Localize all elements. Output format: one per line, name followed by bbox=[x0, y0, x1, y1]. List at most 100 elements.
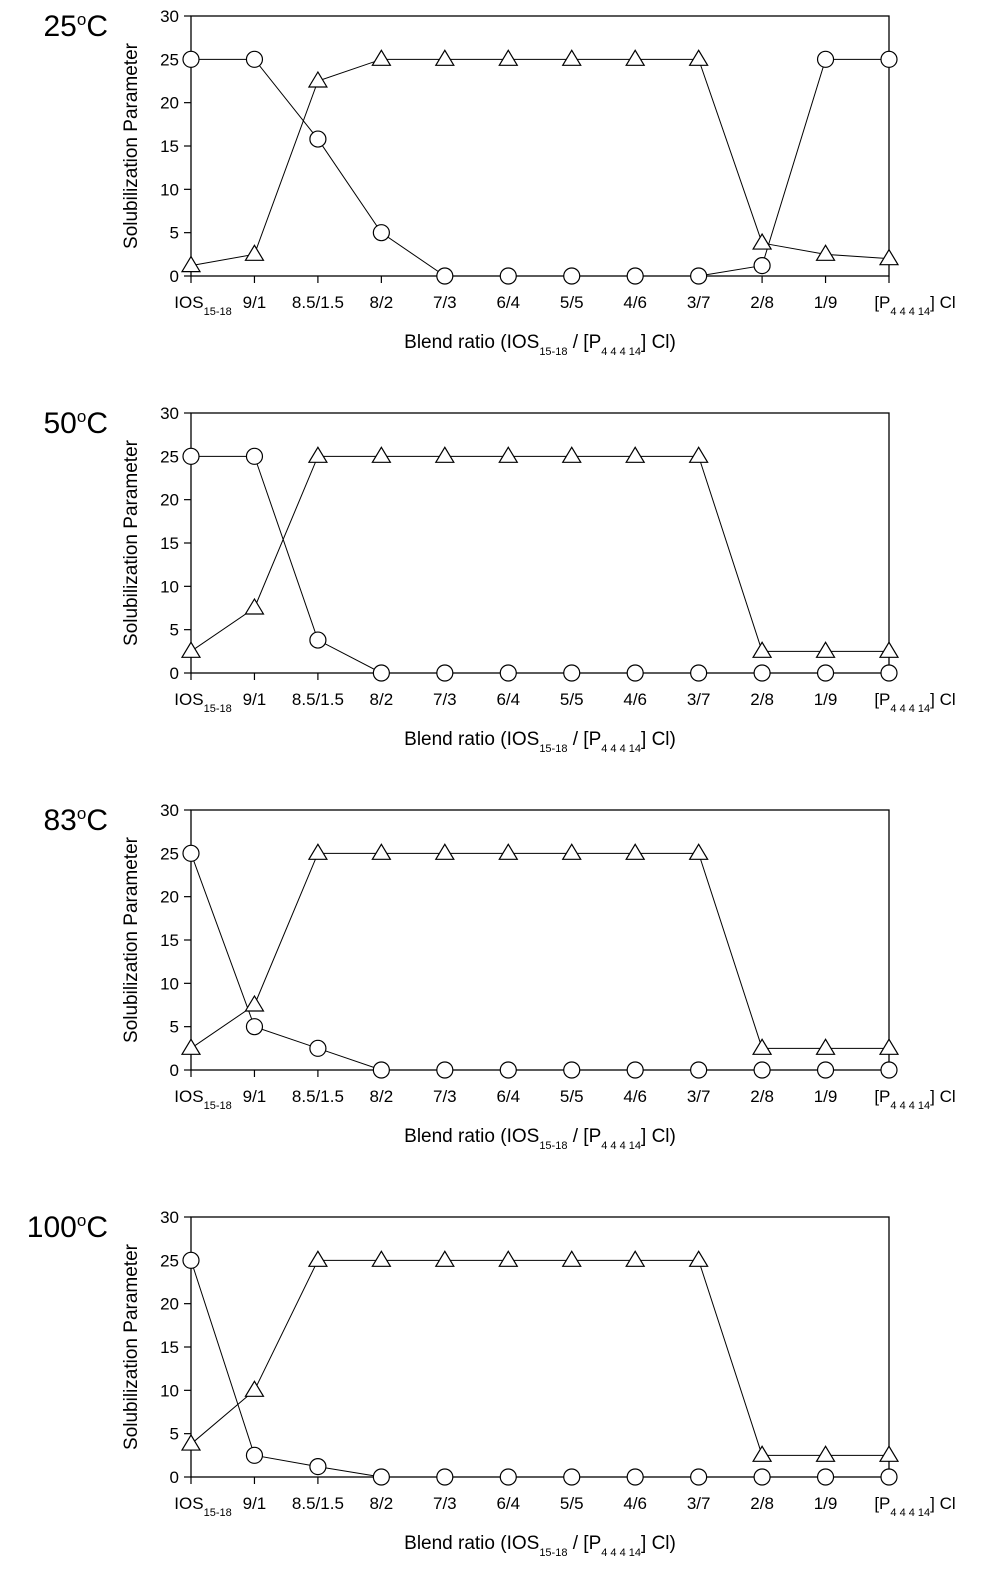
temperature-label: 50oC bbox=[43, 407, 108, 440]
data-point-circle bbox=[436, 267, 454, 285]
data-point-circle bbox=[309, 1039, 327, 1057]
x-axis-title: Blend ratio (IOS15-18 / [P4 4 4 14] Cl) bbox=[404, 1126, 676, 1152]
y-tick-label: 15 bbox=[160, 534, 179, 553]
data-point-circle bbox=[372, 1468, 390, 1486]
data-point-circle bbox=[372, 224, 390, 242]
data-point-triangle bbox=[688, 1250, 709, 1267]
x-tick-label: 1/9 bbox=[814, 293, 838, 312]
data-point-circle bbox=[626, 1468, 644, 1486]
x-tick-label: [P4 4 4 14] Cl bbox=[874, 1494, 955, 1519]
data-point-triangle bbox=[752, 1445, 773, 1462]
data-point-triangle bbox=[752, 1038, 773, 1055]
x-tick-label: [P4 4 4 14] Cl bbox=[874, 690, 955, 715]
data-point-circle bbox=[309, 1458, 327, 1476]
data-point-triangle bbox=[498, 1250, 519, 1267]
x-tick-label: 9/1 bbox=[243, 690, 267, 709]
data-point-triangle bbox=[371, 446, 392, 463]
x-tick-label: IOS15-18 bbox=[174, 293, 231, 318]
x-tick-label: 6/4 bbox=[496, 293, 520, 312]
chart-svg: 0 5 10 15 20 25 30 IOS15-18 9/1 8.5/1.5 8/2 7/3 6/4 5… bbox=[121, 1208, 956, 1559]
chart-panel-83c: 83oC 0 5 10 15 20 25 30 IOS15-18 9/1 8.5/1.5 8/2 7/… bbox=[0, 794, 984, 1192]
data-point-circle bbox=[690, 664, 708, 682]
x-tick-label: IOS15-18 bbox=[174, 690, 231, 715]
y-tick-label: 0 bbox=[170, 267, 179, 286]
data-point-triangle bbox=[625, 49, 646, 66]
data-point-circle bbox=[816, 1468, 835, 1486]
series-line-circle bbox=[191, 455, 889, 674]
data-point-circle bbox=[309, 631, 327, 649]
x-tick-label: 7/3 bbox=[433, 1494, 457, 1513]
data-point-triangle bbox=[434, 49, 455, 66]
x-tick-label: 4/6 bbox=[623, 690, 647, 709]
data-point-circle bbox=[499, 267, 517, 285]
y-tick-label: 5 bbox=[170, 1018, 179, 1037]
data-point-circle bbox=[880, 1468, 898, 1486]
data-point-triangle bbox=[371, 843, 392, 860]
data-point-triangle bbox=[625, 446, 646, 463]
series-line-triangle bbox=[190, 58, 890, 267]
data-point-circle bbox=[816, 1061, 835, 1079]
series-line-triangle bbox=[190, 852, 889, 1049]
data-point-triangle bbox=[561, 843, 582, 860]
x-tick-label: 2/8 bbox=[750, 1494, 774, 1513]
data-point-circle bbox=[436, 1468, 454, 1486]
data-point-circle bbox=[372, 1061, 390, 1079]
data-point-circle bbox=[563, 1468, 581, 1486]
data-point-circle bbox=[626, 267, 644, 285]
y-tick-label: 0 bbox=[170, 1468, 179, 1487]
x-tick-label: 3/7 bbox=[687, 690, 711, 709]
series-line-circle bbox=[190, 1260, 889, 1478]
x-tick-label: 8/2 bbox=[370, 1494, 394, 1513]
data-point-circle bbox=[182, 50, 200, 68]
data-point-triangle bbox=[371, 49, 392, 66]
data-point-circle bbox=[309, 130, 327, 148]
plot-frame bbox=[190, 809, 890, 1071]
y-tick-label: 20 bbox=[160, 1295, 179, 1314]
data-point-circle bbox=[753, 1061, 771, 1079]
y-axis-title: Solubilization Parameter bbox=[121, 439, 142, 646]
x-tick-label: 3/7 bbox=[687, 1494, 711, 1513]
data-point-circle bbox=[182, 447, 200, 465]
temperature-label: 83oC bbox=[43, 804, 108, 837]
x-tick-label: [P4 4 4 14] Cl bbox=[874, 1087, 955, 1112]
temperature-label: 100oC bbox=[26, 1211, 108, 1244]
y-axis-title: Solubilization Parameter bbox=[121, 836, 142, 1043]
data-point-triangle bbox=[244, 1380, 265, 1397]
x-tick-label: [P4 4 4 14] Cl bbox=[874, 293, 955, 318]
data-point-triangle bbox=[625, 843, 646, 860]
chart-svg: 0 5 10 15 20 25 30 IOS15-18 9/1 8.5/1.5 8/2 7/3 6/4 5… bbox=[121, 7, 956, 358]
data-point-triangle bbox=[180, 255, 202, 273]
data-point-triangle bbox=[244, 994, 265, 1012]
chart-panel-100c: 100oC 0 5 10 15 20 25 30 IOS15-18 9/1 8.5/1.5 8/2 7… bbox=[0, 1161, 984, 1559]
data-point-circle bbox=[880, 664, 898, 682]
data-point-triangle bbox=[307, 843, 328, 860]
data-point-circle bbox=[816, 664, 835, 682]
data-point-circle bbox=[563, 664, 581, 682]
data-point-triangle bbox=[180, 1433, 202, 1451]
data-point-circle bbox=[372, 664, 390, 682]
y-tick-label: 10 bbox=[160, 180, 179, 199]
x-tick-label: 2/8 bbox=[750, 293, 774, 312]
data-point-triangle bbox=[688, 446, 709, 463]
y-tick-label: 30 bbox=[160, 801, 179, 820]
y-tick-label: 25 bbox=[160, 1251, 179, 1270]
x-tick-label: 9/1 bbox=[243, 1494, 267, 1513]
y-tick-label: 30 bbox=[160, 1208, 179, 1227]
series-line-triangle bbox=[190, 1259, 889, 1456]
data-point-triangle bbox=[878, 1445, 900, 1462]
data-point-triangle bbox=[307, 1250, 328, 1267]
x-tick-label: 9/1 bbox=[243, 1087, 267, 1106]
data-point-triangle bbox=[625, 1250, 646, 1267]
data-point-circle bbox=[245, 447, 264, 465]
data-point-circle bbox=[499, 664, 517, 682]
chart-svg: 0 5 10 15 20 25 30 IOS15-18 9/1 8.5/1.5 8/2 7/3 6/4 5… bbox=[121, 404, 956, 755]
data-point-circle bbox=[563, 267, 581, 285]
data-point-triangle bbox=[688, 49, 709, 66]
x-tick-label: 8/2 bbox=[370, 690, 394, 709]
y-tick-label: 25 bbox=[160, 50, 179, 69]
x-tick-label: 5/5 bbox=[560, 1087, 584, 1106]
y-tick-label: 20 bbox=[160, 94, 179, 113]
y-tick-label: 20 bbox=[160, 888, 179, 907]
data-point-triangle bbox=[371, 1250, 392, 1267]
y-tick-label: 10 bbox=[160, 1381, 179, 1400]
